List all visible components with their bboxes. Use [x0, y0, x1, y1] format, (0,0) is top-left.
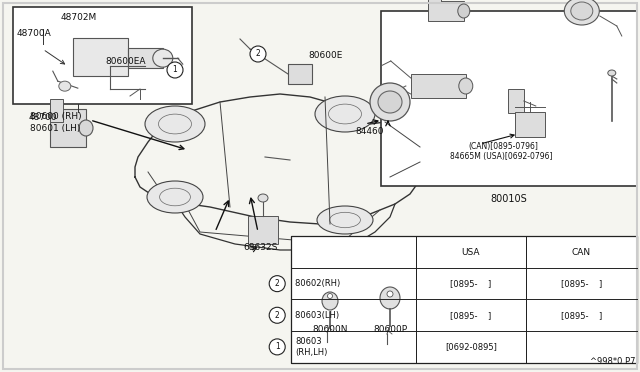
- Ellipse shape: [378, 91, 402, 113]
- Circle shape: [167, 62, 183, 78]
- Ellipse shape: [145, 106, 205, 142]
- Bar: [411, 74, 466, 98]
- Text: 2: 2: [255, 49, 260, 58]
- Text: 2: 2: [275, 311, 280, 320]
- Ellipse shape: [79, 120, 93, 136]
- Ellipse shape: [564, 0, 599, 25]
- Ellipse shape: [328, 294, 333, 298]
- Bar: [50, 99, 63, 122]
- Bar: [381, 11, 637, 186]
- Text: [0895-    ]: [0895- ]: [451, 311, 492, 320]
- Bar: [428, 1, 464, 21]
- Ellipse shape: [153, 49, 173, 67]
- Bar: [508, 89, 524, 113]
- Bar: [291, 236, 637, 363]
- Ellipse shape: [459, 78, 473, 94]
- Text: 80603⁠(LH): 80603⁠(LH): [295, 311, 339, 320]
- Text: 48702M: 48702M: [61, 13, 97, 22]
- Bar: [13, 7, 192, 104]
- Circle shape: [250, 46, 266, 62]
- Text: USA: USA: [461, 247, 480, 257]
- Text: 68632S: 68632S: [243, 243, 277, 252]
- Text: [0895-    ]: [0895- ]: [561, 311, 602, 320]
- Ellipse shape: [458, 4, 470, 18]
- Ellipse shape: [387, 291, 393, 297]
- Text: 80600N: 80600N: [312, 326, 348, 334]
- Ellipse shape: [322, 292, 338, 310]
- Text: [0895-    ]: [0895- ]: [451, 279, 492, 288]
- Text: 80600P: 80600P: [373, 326, 407, 334]
- Text: 1: 1: [275, 342, 280, 352]
- Bar: [382, 94, 398, 110]
- Text: 80602⁠(RH): 80602⁠(RH): [295, 279, 340, 288]
- Bar: [50, 109, 86, 147]
- Text: CAN: CAN: [572, 247, 591, 257]
- Text: [0692-0895]: [0692-0895]: [445, 342, 497, 352]
- Text: 48700: 48700: [29, 113, 57, 122]
- Text: 80601 (LH): 80601 (LH): [30, 125, 81, 134]
- Text: 80600E: 80600E: [308, 51, 342, 61]
- Ellipse shape: [315, 96, 375, 132]
- Text: ^998*0 P7: ^998*0 P7: [589, 357, 635, 366]
- Ellipse shape: [317, 206, 373, 234]
- Text: 1: 1: [173, 65, 177, 74]
- Text: (CAN)[0895-0796]: (CAN)[0895-0796]: [468, 141, 538, 151]
- Circle shape: [269, 307, 285, 323]
- Bar: [73, 38, 128, 76]
- Ellipse shape: [59, 81, 71, 91]
- Circle shape: [269, 339, 285, 355]
- Ellipse shape: [380, 95, 388, 101]
- Bar: [515, 112, 545, 137]
- Ellipse shape: [380, 287, 400, 309]
- Bar: [428, 0, 441, 3]
- Ellipse shape: [147, 181, 203, 213]
- Circle shape: [269, 276, 285, 292]
- Text: 2: 2: [275, 279, 280, 288]
- Text: 80600 (RH): 80600 (RH): [30, 112, 82, 122]
- Bar: [320, 290, 340, 312]
- Bar: [288, 64, 312, 84]
- Ellipse shape: [258, 194, 268, 202]
- Text: [0895-    ]: [0895- ]: [561, 279, 602, 288]
- Bar: [574, 3, 590, 19]
- Text: 48700A: 48700A: [17, 29, 52, 38]
- Bar: [128, 48, 163, 68]
- Text: 80010S: 80010S: [490, 194, 527, 204]
- Text: 80603
(RH,LH): 80603 (RH,LH): [295, 337, 328, 357]
- Bar: [248, 216, 278, 244]
- Ellipse shape: [608, 70, 616, 76]
- Ellipse shape: [370, 83, 410, 121]
- Text: 84665M (USA)[0692-0796]: 84665M (USA)[0692-0796]: [450, 153, 552, 161]
- Text: 84460: 84460: [355, 128, 383, 137]
- Ellipse shape: [571, 2, 593, 20]
- Text: 80600EA: 80600EA: [105, 58, 145, 67]
